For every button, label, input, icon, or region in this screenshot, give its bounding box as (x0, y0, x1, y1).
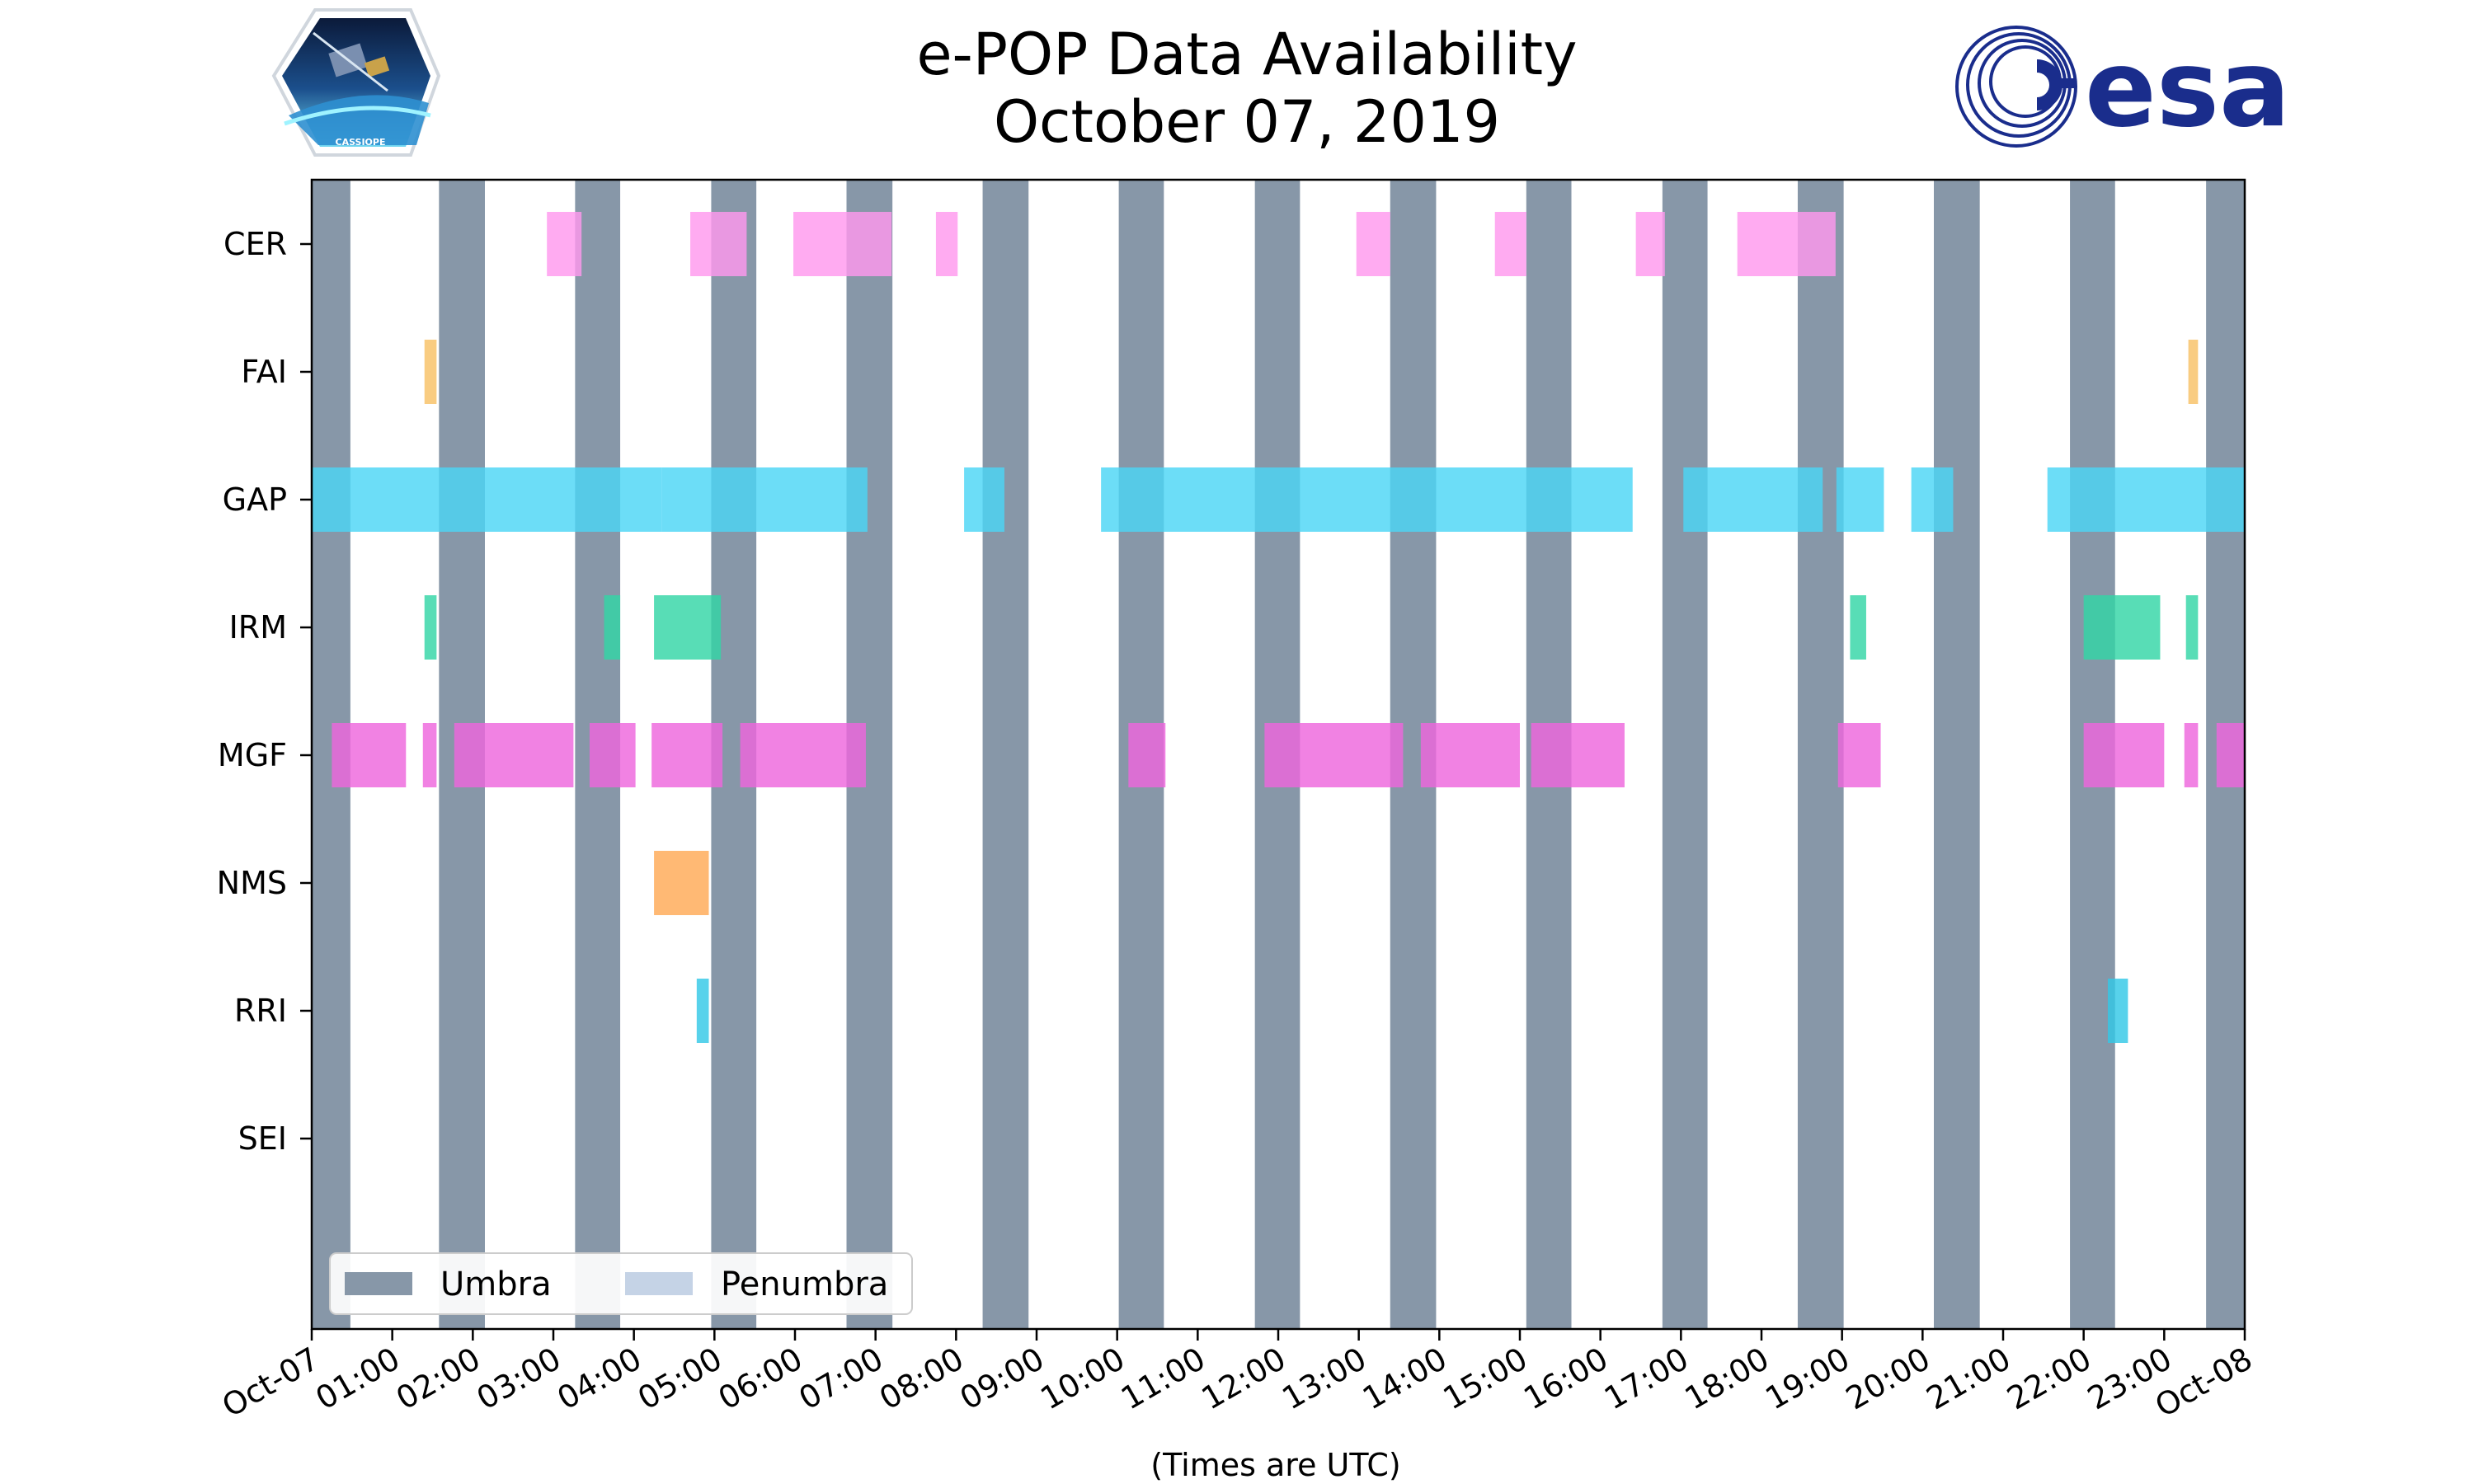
x-tick-label-6: 06:00 (713, 1341, 809, 1417)
x-tick-label-20: 20:00 (1840, 1341, 1936, 1417)
bar-cer-5 (1494, 212, 1526, 276)
x-tick-label-0: Oct-07 (216, 1341, 326, 1425)
umbra-bands (312, 180, 2245, 1329)
x-tick-label-2: 02:00 (390, 1341, 487, 1417)
bar-mgf-0 (332, 723, 407, 787)
x-tick-label-13: 13:00 (1276, 1341, 1372, 1417)
bar-gap-5 (1836, 467, 1884, 532)
umbra-band-5 (982, 180, 1029, 1329)
x-tick-label-12: 12:00 (1196, 1341, 1292, 1417)
bar-mgf-11 (2083, 723, 2165, 787)
svg-text:esa: esa (2085, 28, 2290, 151)
bar-gap-3 (1101, 467, 1633, 532)
bar-mgf-6 (1128, 723, 1166, 787)
x-tick-label-17: 17:00 (1598, 1341, 1695, 1417)
bar-cer-7 (1737, 212, 1836, 276)
bar-fai-1 (2188, 340, 2199, 404)
bar-mgf-1 (422, 723, 437, 787)
bar-gap-2 (964, 467, 1004, 532)
bar-cer-1 (690, 212, 747, 276)
x-tick-label-5: 05:00 (632, 1341, 728, 1417)
y-tick-label-gap: GAP (223, 481, 287, 518)
x-tick-label-11: 11:00 (1115, 1341, 1211, 1417)
bar-irm-4 (2083, 595, 2161, 660)
x-tick-label-18: 18:00 (1679, 1341, 1776, 1417)
bar-nms-0 (654, 851, 709, 915)
x-tick-label-14: 14:00 (1357, 1341, 1453, 1417)
x-tick-label-21: 21:00 (1921, 1341, 2017, 1417)
y-tick-label-sei: SEI (238, 1120, 287, 1157)
y-tick-label-cer: CER (223, 226, 287, 262)
bar-fai-0 (424, 340, 437, 404)
legend-swatch-umbra (345, 1272, 412, 1295)
y-tick-label-rri: RRI (234, 993, 287, 1029)
bar-mgf-12 (2184, 723, 2199, 787)
bar-cer-4 (1356, 212, 1390, 276)
bar-irm-2 (654, 595, 722, 660)
x-tick-label-9: 09:00 (954, 1341, 1051, 1417)
umbra-band-12 (1934, 180, 1980, 1329)
x-tick-label-22: 22:00 (2001, 1341, 2097, 1417)
y-tick-label-mgf: MGF (218, 737, 287, 773)
y-tick-label-nms: NMS (217, 865, 287, 901)
bar-cer-3 (935, 212, 958, 276)
bar-cer-2 (793, 212, 892, 276)
bar-mgf-7 (1264, 723, 1404, 787)
bar-mgf-9 (1531, 723, 1625, 787)
bar-irm-0 (424, 595, 437, 660)
bar-irm-5 (2185, 595, 2199, 660)
cassiope-logo: CASSIOPE (271, 8, 441, 157)
bar-mgf-2 (454, 723, 574, 787)
x-tick-label-19: 19:00 (1759, 1341, 1856, 1417)
x-tick-label-8: 08:00 (873, 1341, 970, 1417)
chart-title-line-2: October 07, 2019 (994, 88, 1500, 156)
legend-swatch-penumbra (625, 1272, 693, 1295)
bar-mgf-8 (1420, 723, 1520, 787)
chart-title-line-1: e-POP Data Availability (916, 21, 1577, 88)
bar-gap-4 (1683, 467, 1823, 532)
legend: Umbra Penumbra (329, 1252, 913, 1315)
y-tick-label-fai: FAI (241, 354, 287, 390)
y-tick-label-irm: IRM (229, 609, 287, 646)
bar-mgf-10 (1837, 723, 1881, 787)
x-tick-label-3: 03:00 (471, 1341, 567, 1417)
bar-gap-0 (312, 467, 662, 532)
bar-mgf-4 (651, 723, 723, 787)
umbra-band-11 (1797, 180, 1844, 1329)
x-tick-label-15: 15:00 (1437, 1341, 1534, 1417)
legend-box (329, 1252, 913, 1315)
bar-mgf-5 (740, 723, 866, 787)
bar-mgf-13 (2216, 723, 2245, 787)
x-tick-label-16: 16:00 (1517, 1341, 1614, 1417)
esa-logo: esa (1955, 26, 2290, 151)
availability-bars (312, 212, 2245, 1043)
bar-cer-0 (547, 212, 582, 276)
svg-text:CASSIOPE: CASSIOPE (336, 137, 386, 148)
bar-rri-1 (2107, 979, 2128, 1043)
bar-rri-0 (696, 979, 709, 1043)
bar-irm-3 (1850, 595, 1866, 660)
bar-cer-6 (1635, 212, 1665, 276)
bar-mgf-3 (589, 723, 636, 787)
x-tick-label-1: 01:00 (309, 1341, 406, 1417)
legend-label-penumbra: Penumbra (721, 1266, 888, 1303)
x-axis-label: (Times are UTC) (1150, 1447, 1400, 1483)
x-tick-label-4: 04:00 (551, 1341, 647, 1417)
x-tick-label-10: 10:00 (1034, 1341, 1131, 1417)
umbra-band-10 (1662, 180, 1708, 1329)
bar-gap-1 (661, 467, 868, 532)
bar-gap-6 (1911, 467, 1954, 532)
x-tick-label-7: 07:00 (793, 1341, 889, 1417)
bar-gap-7 (2047, 467, 2245, 532)
bar-irm-1 (604, 595, 621, 660)
legend-label-umbra: Umbra (440, 1266, 552, 1303)
